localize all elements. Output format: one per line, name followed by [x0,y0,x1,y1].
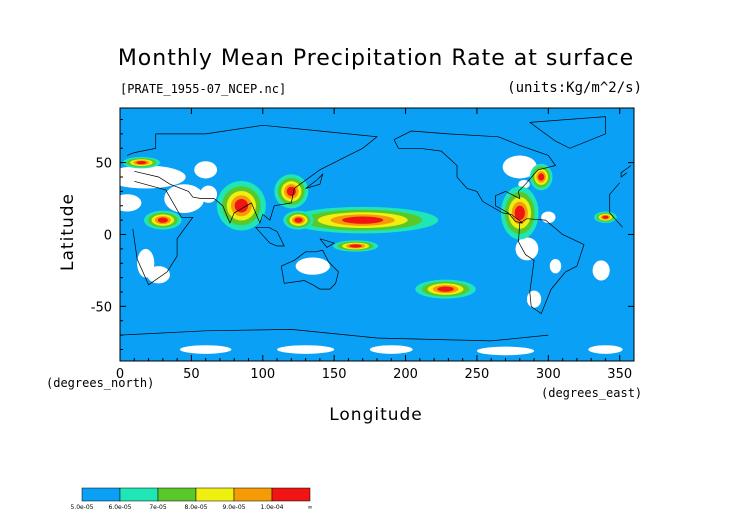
precip-region-7-level-5 [136,161,147,165]
precip-region-4-level-5 [437,286,454,292]
y-tick-label-50: 50 [95,157,112,172]
chart-title: Monthly Mean Precipitation Rate at surfa… [117,46,635,71]
x-tick-label-50: 50 [183,367,200,382]
coastline-6 [319,238,336,248]
x-tick-label-0: 0 [116,367,124,382]
chart-subtitle: [PRATE_1955-07_NCEP.nc] [120,82,287,96]
x-tick-label-150: 150 [322,367,347,382]
coastline-0 [132,180,623,286]
precip-region-5-level-5 [349,244,362,248]
x-tick-label-250: 250 [465,367,490,382]
dry-area-13 [295,257,330,275]
plot-background [120,108,634,361]
x-unit-label: (degrees_east) [541,386,643,400]
precip-region-6-level-5 [286,186,296,197]
colorbar-label-5: 1.0e-04 [260,504,283,511]
coastline-9 [529,116,606,149]
dry-area-0 [120,165,186,189]
colorbar-label-4: 9.0e-05 [222,504,245,511]
x-axis-label: Longitude [329,405,423,425]
precip-region-3-level-5 [157,217,168,223]
precip-region-8-level-5 [602,215,609,219]
x-tick-label-300: 300 [536,367,561,382]
dry-area-2 [164,184,205,213]
colorbar-swatch-3 [195,487,235,502]
dry-area-18 [476,346,535,356]
x-tick-label-350: 350 [607,367,632,382]
dry-area-19 [588,345,623,354]
colorbar-label-6: ∞ [308,504,313,511]
dry-area-1 [194,161,218,179]
y-tick-label-0: 0 [104,229,112,244]
units-label: (units:Kg/m^2/s) [507,80,642,96]
dry-area-14 [147,266,170,284]
colorbar-label-0: 5.0e-05 [70,504,93,511]
precip-regions [120,155,623,356]
colorbar-label-3: 8.0e-05 [184,504,207,511]
dry-area-8 [592,260,610,281]
coastline-3 [393,130,557,224]
x-tick-label-100: 100 [250,367,275,382]
precip-region-10-level-5 [294,217,303,223]
axis-ticks: 0 50 100 150 200 250 300 350 -50 0 50 [91,108,634,382]
dry-area-10 [515,237,539,261]
dry-area-15 [179,345,232,354]
y-tick-label--50: -50 [91,300,112,315]
coastline-8 [305,172,324,189]
precip-region-9-level-5 [538,173,545,181]
colorbar-label-1: 6.0e-05 [108,504,131,511]
colorbar-swatch-4 [233,487,273,502]
coastline-1 [126,124,632,224]
plot-base-field [120,108,634,361]
coastline-4 [518,218,585,315]
dry-area-12 [549,258,562,274]
dry-area-7 [541,211,556,223]
dry-area-16 [277,345,335,354]
coastline-5 [255,226,285,247]
colorbar-swatch-5 [271,487,311,502]
dry-area-4 [199,185,218,203]
colorbar: 5.0e-05 6.0e-05 7e-05 8.0e-05 9.0e-05 1.0e-04… [70,487,313,511]
colorbar-swatch-1 [119,487,159,502]
colorbar-swatch-0 [81,487,121,502]
precip-region-2-level-5 [514,205,525,221]
precip-region-1-level-5 [234,199,249,213]
y-unit-label: (degrees_north) [46,376,155,390]
dry-area-5 [502,155,537,179]
colorbar-swatch-2 [157,487,197,502]
x-tick-label-200: 200 [393,367,418,382]
coastline-7 [120,329,549,342]
precip-region-0-level-5 [342,216,384,224]
dry-area-11 [526,290,542,308]
dry-area-3 [120,194,142,212]
coastline-2 [280,249,339,290]
colorbar-label-2: 7e-05 [149,504,166,511]
coastlines [120,116,632,342]
dry-area-17 [369,345,413,354]
